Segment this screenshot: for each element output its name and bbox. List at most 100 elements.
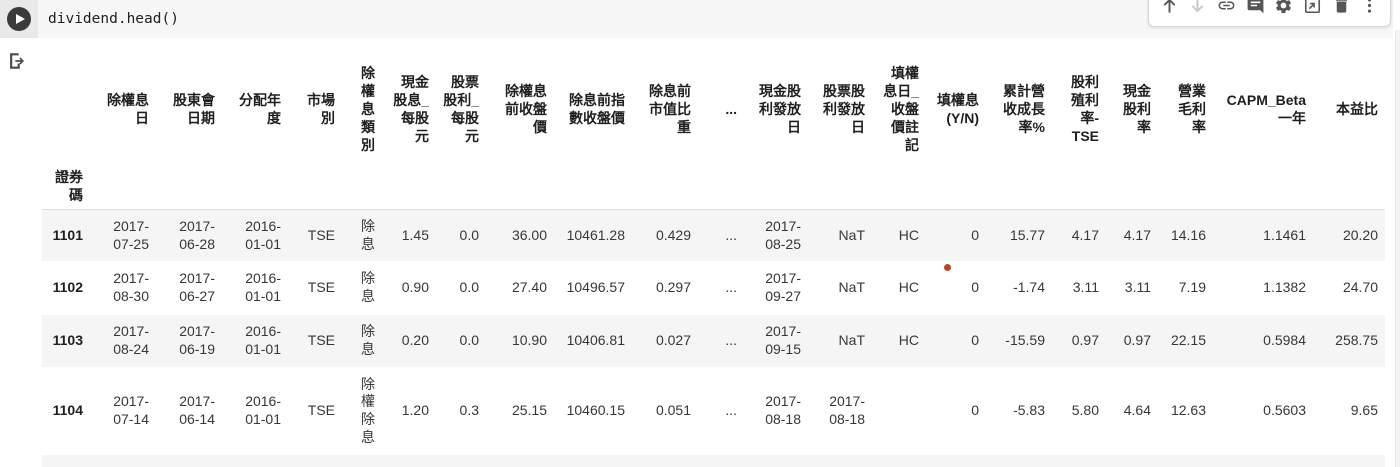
table-cell: 258.75 (1335, 332, 1378, 349)
table-cell: 36.00 (511, 226, 547, 243)
empty-header-cell (342, 165, 382, 210)
table-cell: 7.19 (1178, 279, 1206, 296)
comment-indicator-dot[interactable] (944, 264, 951, 271)
column-header: 填權息日_收盤價註記 (883, 65, 919, 153)
dividend-table: 除權息日 股東會日期 分配年度 市場別 除權息類別 現金股息_每股元 股票股利_每股元 除權息… (42, 55, 1385, 467)
table-cell: 0 (971, 402, 979, 419)
table-cell: 0.429 (655, 226, 691, 243)
table-cell: HC (898, 279, 919, 296)
table-row: 1102 2017-08-30 2017-06-27 2016-01-01 TSE 除息 0… (42, 261, 1385, 315)
table-cell: 0 (971, 332, 979, 349)
table-cell: 2017-08-18 (829, 393, 865, 428)
table-header: 除權息日 股東會日期 分配年度 市場別 除權息類別 現金股息_每股元 股票股利_每股元 除權息… (42, 55, 1385, 210)
table-cell: 3.11 (1124, 279, 1151, 296)
more-options-icon[interactable] (1360, 0, 1379, 15)
empty-header-cell (90, 165, 156, 210)
table-cell: 4.17 (1123, 226, 1151, 243)
table-cell: 5.80 (1071, 402, 1099, 419)
move-cell-down-icon[interactable] (1188, 0, 1207, 15)
column-header: 本益比 (1336, 101, 1378, 118)
run-cell-button[interactable] (0, 0, 38, 38)
column-header: 現金股利發放日 (759, 83, 801, 135)
table-cell: ... (725, 332, 737, 349)
vertical-scrollbar[interactable] (1395, 30, 1400, 467)
table-cell: 2017-08-24 (113, 323, 149, 358)
table-cell: 2017-07-25 (113, 217, 149, 252)
table-cell: -15.59 (1005, 332, 1045, 349)
empty-header-cell (744, 165, 808, 210)
table-cell: 除息 (361, 270, 375, 305)
empty-header-cell (1158, 165, 1213, 210)
comment-icon[interactable] (1246, 0, 1265, 15)
table-cell: 0.97 (1071, 332, 1099, 349)
column-header: 除權息前收盤價 (505, 83, 547, 135)
copy-link-icon[interactable] (1217, 0, 1236, 15)
empty-header-cell (288, 165, 342, 210)
column-header: 除權息日 (107, 92, 149, 126)
column-header: 股票股利_每股元 (443, 74, 479, 144)
table-row: 1104 2017-07-14 2017-06-14 2016-01-01 TSE 除權除… (42, 367, 1385, 455)
mirror-cell-icon[interactable] (1303, 0, 1322, 15)
table-cell: 4.64 (1123, 402, 1151, 419)
table-cell: 14.16 (1170, 226, 1206, 243)
table-cell: 0.3 (459, 402, 479, 419)
table-cell: 2017-06-28 (179, 217, 215, 252)
table-cell: 1.1461 (1263, 226, 1306, 243)
table-cell: 20.20 (1342, 226, 1378, 243)
table-cell: 0.90 (401, 279, 429, 296)
table-cell: 1.20 (401, 402, 429, 419)
table-cell: 2017-06-19 (179, 323, 215, 358)
table-cell: TSE (307, 332, 335, 349)
table-cell: 除息 (361, 323, 375, 358)
table-cell: 2017-08-18 (765, 393, 801, 428)
table-cell (872, 367, 926, 455)
column-header: 現金股息_每股元 (393, 74, 429, 144)
table-body: 1101 2017-07-25 2017-06-28 2016-01-01 TSE 除息 1… (42, 209, 1385, 467)
table-cell: 2017-07-14 (113, 393, 149, 428)
table-cell: 25.15 (511, 402, 547, 419)
column-header: 股票股利發放日 (823, 83, 865, 135)
empty-header-cell (872, 165, 926, 210)
table-cell: 0.5984 (1263, 332, 1306, 349)
delete-cell-icon[interactable] (1332, 0, 1351, 15)
table-cell: NaT (838, 226, 865, 243)
table-cell: 3.11 (1072, 279, 1099, 296)
table-cell: 4.17 (1071, 226, 1099, 243)
table-cell: 10.90 (511, 332, 547, 349)
table-cell: 24.70 (1342, 279, 1378, 296)
table-cell: 除權除息 (361, 375, 375, 446)
play-icon (7, 7, 31, 31)
table-cell: 2017-06-27 (179, 270, 215, 305)
settings-icon[interactable] (1274, 0, 1293, 15)
table-cell: ... (725, 402, 737, 419)
table-cell: 1.45 (401, 226, 429, 243)
column-header: 除權息類別 (361, 65, 375, 153)
column-header: 營業毛利率 (1178, 83, 1206, 135)
table-cell: 15.77 (1009, 226, 1045, 243)
code-editor[interactable]: dividend.head() (38, 0, 1393, 38)
output-expand-icon[interactable] (7, 51, 27, 71)
table-cell: 除息 (361, 217, 375, 252)
empty-header-cell (222, 165, 288, 210)
column-header: 除息前指數收盤價 (569, 92, 625, 126)
table-cell: 27.40 (511, 279, 547, 296)
table-cell: 1.1382 (1263, 279, 1306, 296)
table-cell: 0.5603 (1263, 402, 1306, 419)
row-index: 1101 (52, 226, 83, 243)
partial-table-row (42, 455, 1385, 467)
empty-header-cell (1213, 165, 1313, 210)
table-cell: 2016-01-01 (245, 323, 281, 358)
move-cell-up-icon[interactable] (1160, 0, 1179, 15)
table-cell: 12.63 (1170, 402, 1206, 419)
column-header: 股東會日期 (173, 92, 215, 126)
empty-header-cell (926, 165, 986, 210)
table-cell: 0.027 (655, 332, 691, 349)
table-cell: 2016-01-01 (245, 270, 281, 305)
table-cell: 0.0 (459, 279, 479, 296)
column-header: 填權息(Y/N) (937, 92, 979, 126)
table-row: 1103 2017-08-24 2017-06-19 2016-01-01 TSE 除息 0… (42, 315, 1385, 368)
table-cell: 0.20 (401, 332, 429, 349)
empty-header-cell (698, 165, 744, 210)
column-header: 現金股利率 (1123, 83, 1151, 135)
dataframe-output: 除權息日 股東會日期 分配年度 市場別 除權息類別 現金股息_每股元 股票股利_每股元 除權息… (42, 55, 1385, 467)
